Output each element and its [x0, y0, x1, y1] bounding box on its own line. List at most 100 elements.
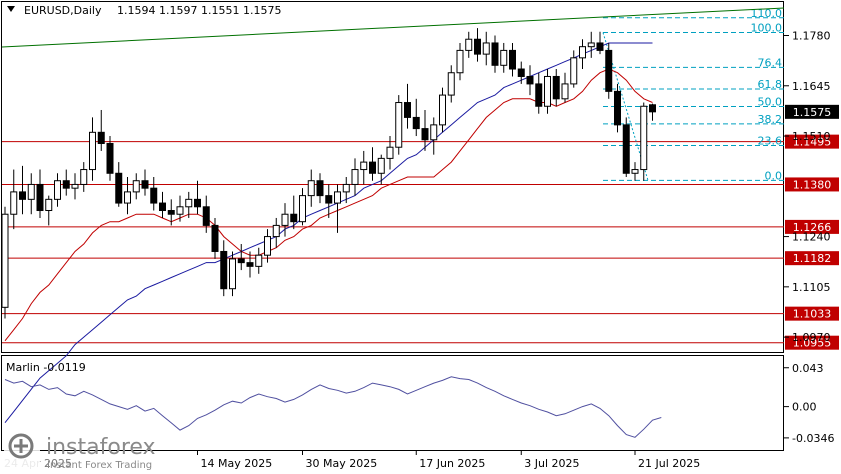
candle[interactable]	[272, 217, 280, 248]
candle[interactable]	[141, 169, 149, 196]
candle[interactable]	[517, 61, 525, 84]
candle[interactable]	[124, 177, 131, 215]
candle[interactable]	[491, 35, 499, 73]
symbol-label: EURUSD,Daily	[24, 4, 102, 17]
candle[interactable]	[412, 98, 420, 137]
candle[interactable]	[62, 169, 70, 196]
candle[interactable]	[614, 83, 621, 133]
candle[interactable]	[316, 173, 324, 204]
candle[interactable]	[185, 191, 193, 218]
candle[interactable]	[526, 65, 534, 96]
candles	[1, 28, 656, 319]
candle[interactable]	[167, 199, 175, 226]
candle[interactable]	[97, 109, 105, 151]
candle[interactable]	[587, 31, 595, 58]
candle[interactable]	[281, 203, 289, 237]
candle[interactable]	[54, 173, 61, 207]
candle[interactable]	[570, 50, 578, 88]
candle[interactable]	[474, 28, 481, 62]
fibo-level-label: 61.8	[758, 78, 783, 91]
candle[interactable]	[360, 150, 368, 185]
level-label: 1.0955	[793, 337, 832, 350]
candle[interactable]	[307, 169, 315, 207]
candle[interactable]	[386, 136, 394, 170]
candle[interactable]	[561, 72, 569, 103]
candle[interactable]	[404, 83, 411, 129]
candle[interactable]	[132, 173, 140, 200]
candle[interactable]	[640, 102, 648, 181]
candle[interactable]	[290, 195, 298, 230]
candle[interactable]	[229, 251, 236, 297]
candle[interactable]	[27, 173, 35, 215]
candle[interactable]	[264, 229, 271, 263]
candle[interactable]	[71, 173, 79, 200]
collapse-triangle-icon[interactable]	[7, 6, 15, 12]
level-label: 1.1266	[793, 221, 832, 234]
candle[interactable]	[150, 177, 158, 211]
candle[interactable]	[421, 109, 429, 151]
candle[interactable]	[36, 169, 44, 218]
candle[interactable]	[369, 147, 376, 181]
candle[interactable]	[552, 69, 560, 107]
candle[interactable]	[622, 117, 630, 177]
candle[interactable]	[246, 251, 254, 278]
candle[interactable]	[447, 65, 455, 103]
brand-tagline: Instant Forex Trading	[47, 460, 152, 471]
horizontal-levels: 1.1495 1.1380 1.1266 1.1182 1.1033 1.0955	[2, 134, 839, 350]
candle[interactable]	[211, 217, 219, 259]
candle[interactable]	[19, 165, 26, 215]
candle[interactable]	[631, 162, 639, 181]
candle[interactable]	[500, 42, 508, 73]
level-label-bg	[785, 251, 839, 266]
candle[interactable]	[89, 117, 96, 181]
candle[interactable]	[342, 177, 350, 204]
candle[interactable]	[325, 184, 333, 218]
candle[interactable]	[430, 117, 438, 155]
price-tick-label: 1.1645	[792, 80, 831, 93]
fibo-level-label: 110.0	[751, 7, 783, 20]
green-trendline[interactable]	[1, 7, 785, 48]
candle[interactable]	[176, 195, 184, 222]
candle[interactable]	[10, 169, 18, 230]
candle[interactable]	[255, 247, 263, 274]
candle[interactable]	[299, 188, 306, 226]
oscillator-line[interactable]	[4, 376, 662, 438]
candle[interactable]	[202, 195, 210, 233]
candle[interactable]	[377, 154, 385, 185]
date-label: 14 May 2025	[201, 457, 273, 470]
candle[interactable]	[649, 103, 656, 121]
candle[interactable]	[596, 31, 604, 55]
candle[interactable]	[535, 72, 543, 114]
candle[interactable]	[465, 31, 473, 58]
candle[interactable]	[45, 195, 53, 226]
candle[interactable]	[220, 240, 228, 297]
price-tick-label: 1.0970	[792, 331, 831, 344]
candle[interactable]	[351, 158, 359, 196]
candle[interactable]	[1, 206, 9, 319]
candle[interactable]	[439, 87, 446, 133]
candle[interactable]	[482, 31, 490, 66]
current-price-label: 1.1575	[793, 106, 832, 119]
candle[interactable]	[395, 95, 403, 155]
level-label-bg	[785, 177, 839, 192]
date-label: 30 May 2025	[306, 457, 378, 470]
candle[interactable]	[115, 162, 123, 207]
fibo-level-label: 76.4	[758, 56, 783, 69]
candle[interactable]	[237, 244, 245, 271]
candle[interactable]	[106, 136, 114, 181]
candle[interactable]	[80, 162, 88, 192]
candle[interactable]	[159, 191, 166, 218]
indicator-label: Marlin -0.0119	[6, 361, 86, 374]
level-label-bg	[785, 134, 839, 149]
candle[interactable]	[194, 180, 201, 215]
candle[interactable]	[456, 42, 464, 81]
candle[interactable]	[334, 184, 341, 233]
candle[interactable]	[605, 42, 613, 99]
candle[interactable]	[579, 39, 586, 70]
candle[interactable]	[544, 69, 551, 114]
candle[interactable]	[509, 42, 516, 77]
level-label: 1.1380	[793, 178, 832, 191]
